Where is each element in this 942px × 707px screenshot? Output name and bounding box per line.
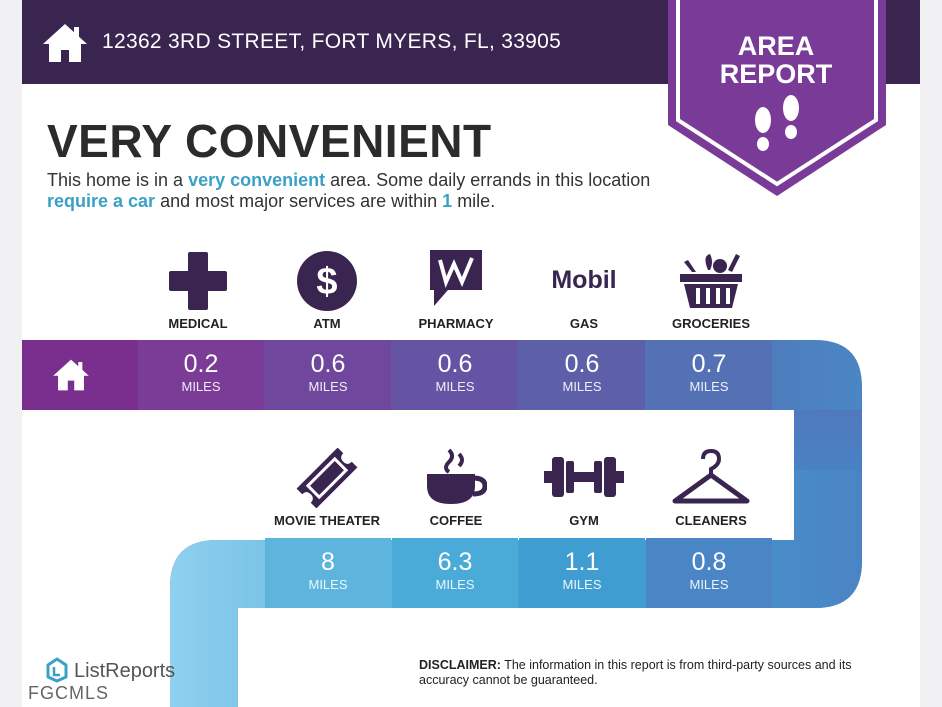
distance-cell-pharmacy: 0.6 MILES (392, 340, 518, 410)
category-label-movie-theater: MOVIE THEATER (274, 513, 380, 528)
summary-part: mile. (452, 191, 496, 211)
distance-unit: MILES (689, 577, 729, 592)
distance-value: 0.6 (564, 350, 600, 378)
distance-value: 0.6 (437, 350, 473, 378)
disclaimer: DISCLAIMER: The information in this repo… (419, 658, 899, 688)
listreports-logo-icon (46, 657, 68, 683)
medical-cross-icon (169, 252, 227, 310)
distance-cell-medical: 0.2 MILES (138, 340, 264, 410)
dollar-icon: $ (297, 251, 357, 311)
footprints-icon (755, 95, 799, 151)
distance-value: 0.6 (310, 350, 346, 378)
distance-unit: MILES (308, 577, 348, 592)
badge-title: AREA REPORT (668, 32, 884, 88)
summary-part: area. Some daily errands in this locatio… (325, 170, 651, 190)
distance-cell-movie-theater: 8 MILES (265, 538, 391, 608)
distance-cell-gas: 0.6 MILES (519, 340, 645, 410)
category-label-atm: ATM (313, 316, 341, 331)
category-label-cleaners: CLEANERS (675, 513, 747, 528)
distance-unit: MILES (308, 379, 348, 394)
distance-value: 0.7 (691, 350, 727, 378)
mobil-logo-text: Mobil (551, 266, 616, 294)
ticket-icon (296, 448, 358, 508)
summary-part: and most major services are within (155, 191, 443, 211)
summary-text: This home is in a very convenient area. … (47, 170, 667, 212)
hanger-icon (672, 449, 750, 504)
distance-cell-coffee: 6.3 MILES (392, 538, 518, 608)
category-label-medical: MEDICAL (168, 316, 228, 331)
badge-line-2: REPORT (719, 59, 833, 89)
category-label-coffee: COFFEE (429, 513, 483, 528)
distance-value: 0.8 (691, 548, 727, 576)
distance-cell-cleaners: 0.8 MILES (646, 538, 772, 608)
distance-cell-atm: 0.6 MILES (265, 340, 391, 410)
right-gutter (920, 0, 942, 707)
badge-line-1: AREA (737, 31, 815, 61)
grocery-basket-icon (680, 254, 742, 308)
disclaimer-label: DISCLAIMER: (419, 658, 501, 672)
distance-cell-gym: 1.1 MILES (519, 538, 645, 608)
distance-value: 8 (321, 548, 335, 576)
summary-highlight: very convenient (188, 170, 326, 190)
property-address: 12362 3RD STREET, FORT MYERS, FL, 33905 (102, 30, 562, 53)
distance-unit: MILES (562, 577, 602, 592)
distance-unit: MILES (435, 379, 475, 394)
home-start-icon (53, 359, 89, 391)
distance-value: 0.2 (183, 350, 219, 378)
mobil-logo: Mobil (551, 266, 616, 294)
distance-unit: MILES (689, 379, 729, 394)
distance-unit: MILES (181, 379, 221, 394)
disclaimer-text: The information in this report is from t… (419, 658, 852, 687)
svg-text:$: $ (316, 261, 337, 303)
summary-highlight: 1 (442, 191, 453, 211)
distance-unit: MILES (435, 577, 475, 592)
area-report-badge (668, 0, 886, 196)
left-gutter (0, 0, 22, 707)
category-label-gas: GAS (569, 316, 599, 331)
distance-unit: MILES (562, 379, 602, 394)
distance-value: 1.1 (564, 548, 600, 576)
summary-part: This home is in a (47, 170, 189, 190)
headline: VERY CONVENIENT (47, 115, 492, 167)
summary-highlight: require a car (47, 191, 156, 211)
category-label-gym: GYM (569, 513, 599, 528)
mls-label: FGCMLS (28, 683, 110, 703)
brand-name: ListReports (74, 660, 176, 682)
category-label-groceries: GROCERIES (671, 316, 750, 331)
distance-cell-groceries: 0.7 MILES (646, 340, 772, 410)
distance-value: 6.3 (437, 548, 473, 576)
coffee-cup-icon (427, 448, 487, 504)
category-label-pharmacy: PHARMACY (418, 316, 494, 331)
pharmacy-icon (430, 250, 482, 306)
dumbbell-icon (544, 457, 624, 497)
house-icon (43, 24, 87, 62)
